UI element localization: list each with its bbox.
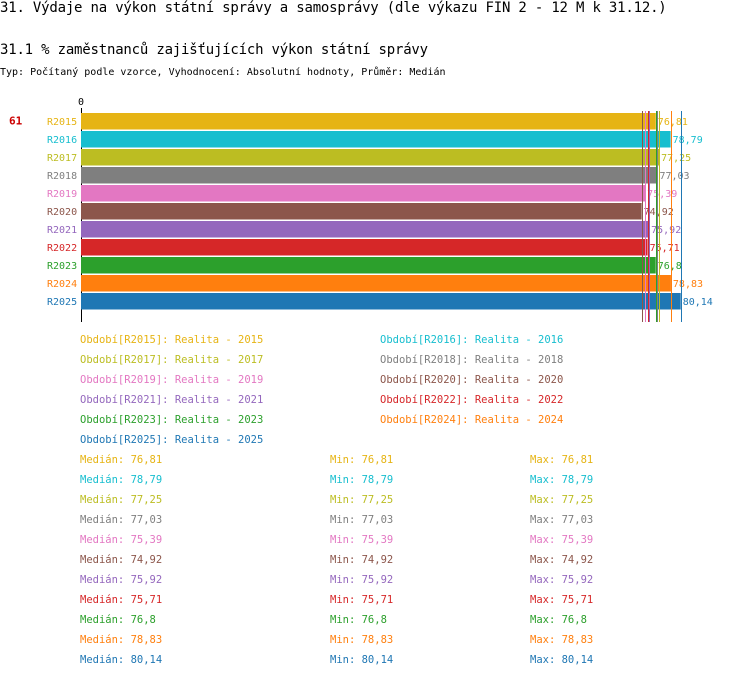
- stat-median: Medián: 75,39: [80, 534, 163, 546]
- page-title: 31. Výdaje na výkon státní správy a samo…: [0, 0, 667, 16]
- stat-median: Medián: 74,92: [80, 554, 163, 566]
- bar-R2020: [81, 203, 642, 220]
- stat-median: Medián: 75,71: [80, 594, 163, 606]
- stat-min: Min: 80,14: [330, 654, 394, 666]
- value-label-R2018: 77,03: [659, 171, 689, 182]
- value-label-R2022: 75,71: [650, 243, 680, 254]
- stat-min: Min: 77,03: [330, 514, 394, 526]
- stat-median: Medián: 77,25: [80, 494, 163, 506]
- row-marker: 61: [9, 115, 23, 128]
- legend-item: Období[R2017]: Realita - 2017: [80, 354, 264, 366]
- bar-R2019: [81, 185, 646, 202]
- bar-chart: 0 61 R2015 76,81 R2016 78,79 R2017 77,25 R2018 77…: [9, 97, 713, 322]
- value-label-R2020: 74,92: [644, 207, 674, 218]
- legend-item: Období[R2025]: Realita - 2025: [80, 434, 264, 446]
- stat-min: Min: 74,92: [330, 554, 394, 566]
- stat-max: Max: 78,79: [530, 474, 594, 486]
- stat-max: Max: 77,03: [530, 514, 594, 526]
- stat-min: Min: 76,8: [330, 614, 387, 626]
- value-label-R2021: 75,92: [651, 225, 681, 236]
- stat-median: Medián: 76,81: [80, 454, 163, 466]
- category-label-R2025: R2025: [47, 297, 77, 308]
- category-label-R2018: R2018: [47, 171, 77, 182]
- bar-R2017: [81, 149, 660, 166]
- legend-item: Období[R2015]: Realita - 2015: [80, 334, 264, 346]
- stat-max: Max: 75,71: [530, 594, 594, 606]
- legend-item: Období[R2021]: Realita - 2021: [80, 394, 264, 406]
- stat-min: Min: 75,92: [330, 574, 394, 586]
- bar-R2022: [81, 239, 648, 256]
- bar-R2025: [81, 293, 681, 310]
- category-label-R2016: R2016: [47, 135, 77, 146]
- legend-item: Období[R2024]: Realita - 2024: [380, 414, 564, 426]
- category-label-R2015: R2015: [47, 117, 77, 128]
- stat-max: Max: 80,14: [530, 654, 594, 666]
- category-label-R2024: R2024: [47, 279, 77, 290]
- stat-min: Min: 75,71: [330, 594, 394, 606]
- stat-max: Max: 77,25: [530, 494, 594, 506]
- legend-item: Období[R2018]: Realita - 2018: [380, 354, 564, 366]
- category-label-R2023: R2023: [47, 261, 77, 272]
- value-label-R2019: 75,39: [647, 189, 677, 200]
- section-title: 31.1 % zaměstnanců zajišťujících výkon s…: [0, 42, 428, 58]
- stat-max: Max: 74,92: [530, 554, 594, 566]
- stat-median: Medián: 80,14: [80, 654, 163, 666]
- axis-zero-label: 0: [78, 97, 84, 108]
- bar-R2023: [81, 257, 656, 274]
- bar-R2024: [81, 275, 671, 292]
- stat-median: Medián: 75,92: [80, 574, 163, 586]
- value-label-R2015: 76,81: [658, 117, 688, 128]
- value-label-R2017: 77,25: [661, 153, 691, 164]
- stat-max: Max: 76,8: [530, 614, 587, 626]
- stat-min: Min: 78,79: [330, 474, 394, 486]
- legend-item: Období[R2022]: Realita - 2022: [380, 394, 564, 406]
- category-label-R2019: R2019: [47, 189, 77, 200]
- value-label-R2016: 78,79: [673, 135, 703, 146]
- bar-R2021: [81, 221, 650, 238]
- stat-max: Max: 78,83: [530, 634, 594, 646]
- stat-max: Max: 76,81: [530, 454, 594, 466]
- stat-min: Min: 78,83: [330, 634, 394, 646]
- stat-max: Max: 75,92: [530, 574, 594, 586]
- category-label-R2022: R2022: [47, 243, 77, 254]
- bar-R2016: [81, 131, 671, 148]
- value-label-R2023: 76,8: [658, 261, 682, 272]
- stat-min: Min: 75,39: [330, 534, 394, 546]
- category-label-R2021: R2021: [47, 225, 77, 236]
- legend-item: Období[R2023]: Realita - 2023: [80, 414, 264, 426]
- stat-median: Medián: 78,79: [80, 474, 163, 486]
- stat-min: Min: 77,25: [330, 494, 394, 506]
- bar-R2018: [81, 167, 658, 184]
- legend-item: Období[R2019]: Realita - 2019: [80, 374, 264, 386]
- bar-R2015: [81, 113, 656, 130]
- value-label-R2024: 78,83: [673, 279, 703, 290]
- stat-max: Max: 75,39: [530, 534, 594, 546]
- stat-min: Min: 76,81: [330, 454, 394, 466]
- chart-subtitle: Typ: Počítaný podle vzorce, Vyhodnocení:…: [0, 67, 446, 78]
- stat-median: Medián: 77,03: [80, 514, 163, 526]
- legend-item: Období[R2020]: Realita - 2020: [380, 374, 564, 386]
- category-label-R2017: R2017: [47, 153, 77, 164]
- stat-median: Medián: 78,83: [80, 634, 163, 646]
- stat-median: Medián: 76,8: [80, 614, 156, 626]
- value-label-R2025: 80,14: [683, 297, 713, 308]
- category-label-R2020: R2020: [47, 207, 77, 218]
- legend-item: Období[R2016]: Realita - 2016: [380, 334, 564, 346]
